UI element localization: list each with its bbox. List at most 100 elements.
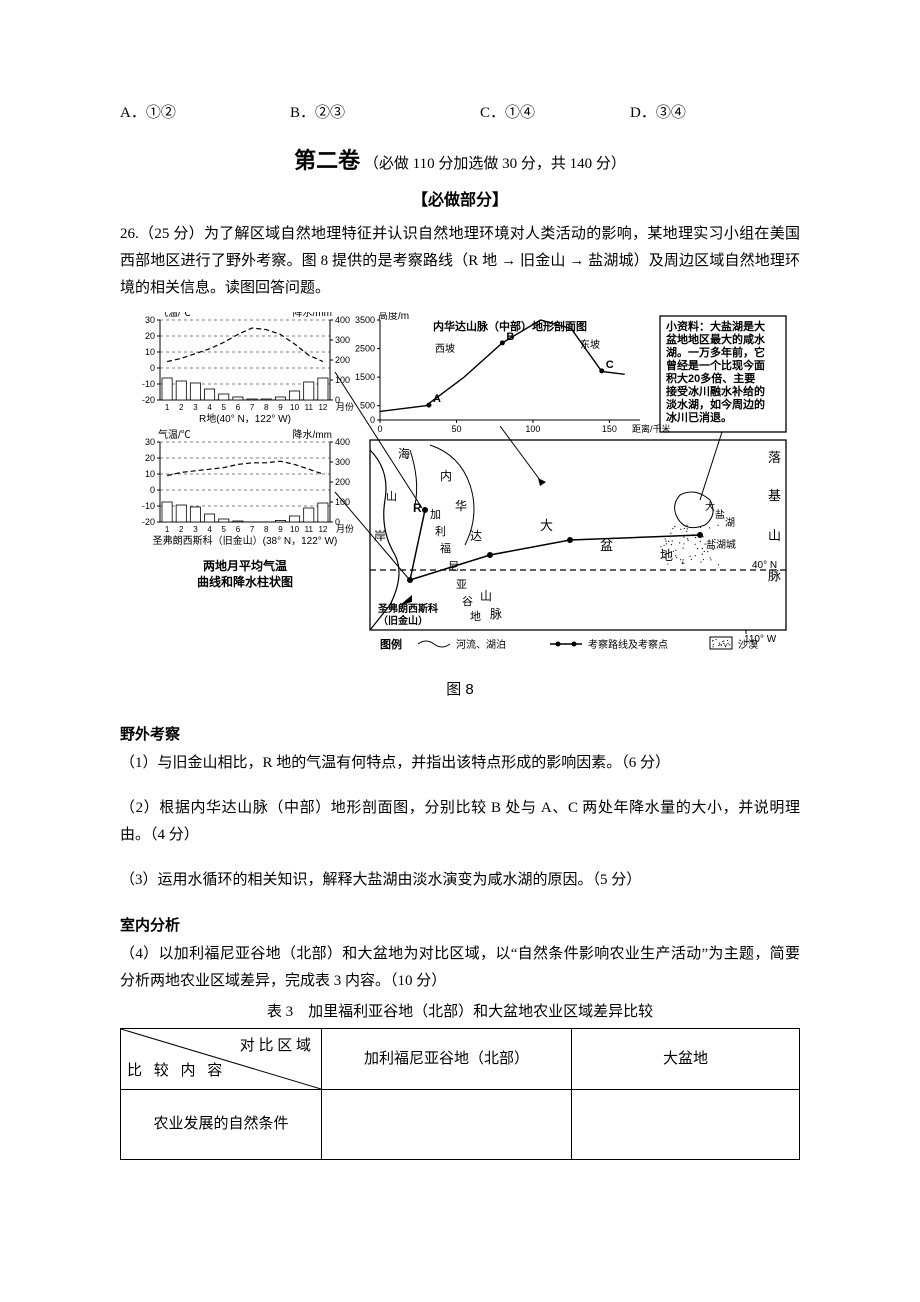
table-row1-col2	[572, 1090, 800, 1160]
svg-text:R地(40° N，122° W): R地(40° N，122° W)	[199, 412, 291, 425]
svg-text:西坡: 西坡	[435, 342, 455, 355]
q26-2: （2）根据内华达山脉（中部）地形剖面图，分别比较 B 处与 A、C 两处年降水量…	[120, 795, 800, 849]
svg-text:气温/℃: 气温/℃	[158, 312, 191, 319]
table-col1-header: 加利福尼亚谷地（北部）	[322, 1029, 572, 1090]
svg-text:加: 加	[430, 508, 441, 521]
svg-text:4: 4	[207, 403, 212, 412]
svg-text:大: 大	[540, 518, 553, 533]
svg-text:淡水湖，如今周边的: 淡水湖，如今周边的	[666, 397, 765, 411]
diag-bottom-label: 比 较 内 容	[127, 1058, 226, 1085]
svg-text:10: 10	[145, 347, 155, 357]
svg-text:150: 150	[602, 424, 617, 434]
svg-text:圣弗朗西斯科（旧金山）(38° N，122° W): 圣弗朗西斯科（旧金山）(38° N，122° W)	[153, 534, 338, 547]
svg-text:曾经是一个比现今面: 曾经是一个比现今面	[666, 358, 765, 372]
svg-text:盐: 盐	[715, 508, 725, 521]
table-row1-col1	[322, 1090, 572, 1160]
svg-text:400: 400	[335, 437, 350, 447]
svg-text:山: 山	[768, 528, 781, 543]
svg-text:4: 4	[207, 525, 212, 534]
svg-text:气温/℃: 气温/℃	[158, 428, 191, 441]
svg-text:0: 0	[377, 424, 382, 434]
svg-text:0: 0	[150, 363, 155, 373]
svg-text:湖: 湖	[725, 517, 735, 529]
svg-text:200: 200	[335, 477, 350, 487]
svg-text:冰川已消退。: 冰川已消退。	[666, 410, 732, 424]
table-col2-header: 大盆地	[572, 1029, 800, 1090]
svg-text:8: 8	[264, 403, 269, 412]
svg-text:8: 8	[264, 525, 269, 534]
q26-stem: 26.（25 分）为了解区域自然地理特征并认识自然地理环境对人类活动的影响，某地…	[120, 221, 800, 302]
svg-text:盆: 盆	[600, 538, 613, 553]
option-c: C．①④	[480, 100, 630, 127]
svg-text:A: A	[433, 394, 441, 406]
svg-text:10: 10	[145, 469, 155, 479]
svg-text:利: 利	[435, 525, 446, 538]
svg-text:大: 大	[705, 500, 715, 513]
svg-text:山: 山	[386, 490, 397, 503]
svg-text:C: C	[606, 359, 614, 371]
svg-text:湖。一万多年前，它: 湖。一万多年前，它	[666, 345, 765, 359]
svg-text:30: 30	[145, 315, 155, 325]
svg-text:地: 地	[660, 548, 673, 563]
table-3: 对 比 区 域 比 较 内 容 加利福尼亚谷地（北部） 大盆地 农业发展的自然条…	[120, 1028, 800, 1160]
mandatory-heading: 【必做部分】	[120, 187, 800, 216]
svg-text:脉: 脉	[490, 606, 502, 621]
svg-text:考察路线及考察点: 考察路线及考察点	[588, 638, 668, 651]
svg-text:盆地地区最大的咸水: 盆地地区最大的咸水	[665, 332, 766, 346]
svg-text:9: 9	[278, 525, 283, 534]
svg-text:300: 300	[335, 335, 350, 345]
figure-8: 气温/℃降水/mm-20-100102030010020030040012345…	[120, 312, 800, 672]
svg-text:山: 山	[480, 589, 492, 603]
svg-text:B: B	[506, 331, 514, 343]
svg-text:海: 海	[398, 446, 410, 461]
svg-text:7: 7	[250, 403, 255, 412]
svg-text:3500: 3500	[355, 315, 375, 325]
svg-text:10: 10	[290, 525, 299, 534]
svg-text:0: 0	[150, 485, 155, 495]
svg-text:两地月平均气温: 两地月平均气温	[203, 558, 287, 573]
svg-text:100: 100	[525, 424, 540, 434]
svg-text:30: 30	[145, 437, 155, 447]
svg-text:-10: -10	[142, 379, 155, 389]
field-heading: 野外考察	[120, 721, 800, 748]
svg-text:接受冰川融水补给的: 接受冰川融水补给的	[666, 384, 765, 398]
svg-text:图例: 图例	[380, 637, 402, 651]
svg-text:-10: -10	[142, 501, 155, 511]
option-b: B．②③	[290, 100, 480, 127]
svg-text:月份: 月份	[336, 523, 354, 534]
section-2-title-paren: （必做 110 分加选做 30 分，共 140 分）	[364, 156, 626, 172]
svg-text:11: 11	[305, 403, 314, 412]
svg-text:2: 2	[179, 525, 184, 534]
svg-text:高度/m: 高度/m	[378, 312, 409, 322]
svg-text:1500: 1500	[355, 373, 375, 383]
svg-text:5: 5	[222, 525, 227, 534]
svg-text:尼: 尼	[448, 560, 459, 573]
svg-text:12: 12	[318, 403, 327, 412]
svg-text:月份: 月份	[336, 401, 354, 412]
svg-text:盐湖城: 盐湖城	[706, 538, 736, 551]
svg-text:200: 200	[335, 355, 350, 365]
svg-text:2: 2	[179, 403, 184, 412]
svg-text:河流、湖泊: 河流、湖泊	[456, 638, 506, 651]
svg-text:东坡: 东坡	[580, 338, 600, 351]
diag-top-label: 对 比 区 域	[240, 1033, 311, 1060]
svg-text:1: 1	[165, 525, 170, 534]
svg-text:11: 11	[305, 525, 314, 534]
svg-text:岸: 岸	[374, 529, 386, 543]
svg-text:10: 10	[290, 403, 299, 412]
table3-caption: 表 3 加里福利亚谷地（北部）和大盆地农业区域差异比较	[120, 999, 800, 1026]
svg-text:小资料：大盐湖是大: 小资料：大盐湖是大	[665, 319, 765, 333]
svg-text:达: 达	[470, 529, 482, 543]
section-2-title-big: 第二卷	[294, 148, 360, 173]
svg-text:基: 基	[768, 488, 781, 503]
svg-text:降水/mm: 降水/mm	[293, 312, 332, 319]
option-d: D．③④	[630, 100, 686, 127]
svg-text:R: R	[413, 501, 422, 515]
svg-text:福: 福	[440, 541, 451, 555]
svg-text:沙漠: 沙漠	[738, 639, 758, 651]
svg-text:100: 100	[335, 497, 350, 507]
svg-text:300: 300	[335, 457, 350, 467]
svg-text:20: 20	[145, 331, 155, 341]
q26-1: （1）与旧金山相比，R 地的气温有何特点，并指出该特点形成的影响因素。（6 分）	[120, 750, 800, 777]
option-a: A．①②	[120, 100, 290, 127]
